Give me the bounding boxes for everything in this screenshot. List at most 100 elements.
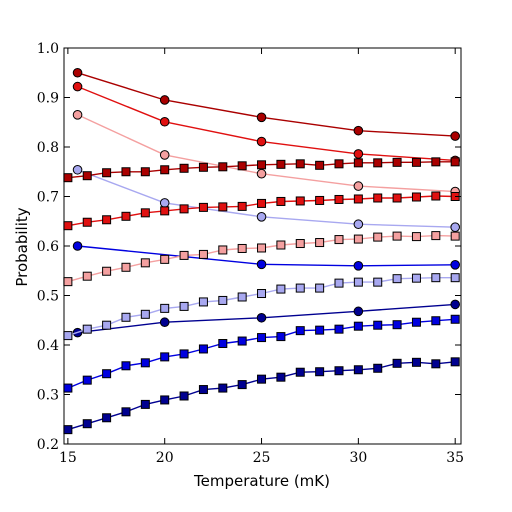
data-point: [198, 297, 208, 307]
data-point: [237, 243, 247, 253]
data-point: [295, 326, 305, 336]
y-tick-label: 0.7: [37, 190, 59, 206]
data-point: [392, 231, 402, 241]
data-point: [373, 320, 383, 330]
data-point: [256, 259, 267, 270]
data-point: [63, 277, 73, 287]
data-point: [82, 324, 92, 334]
y-tick-label: 0.3: [37, 388, 59, 404]
axes-layer: 15 20 25 30 35 0.2 0.3 0.4 0.5 0.6 0.7 0.8 0.9 1.0: [37, 41, 464, 466]
data-point: [315, 325, 325, 335]
data-point: [218, 245, 228, 255]
data-point: [257, 333, 267, 343]
data-point: [72, 110, 83, 120]
y-tick-label: 0.2: [37, 437, 59, 453]
y-tick-label: 1.0: [37, 41, 59, 57]
data-point: [179, 349, 189, 359]
data-point: [72, 81, 83, 92]
data-point: [257, 160, 267, 170]
data-point: [102, 266, 112, 276]
data-point: [257, 289, 267, 299]
data-point: [159, 317, 170, 328]
data-point: [82, 171, 92, 181]
series-11: [63, 314, 460, 393]
data-point: [218, 202, 228, 212]
data-point: [140, 258, 150, 268]
data-point: [334, 159, 344, 169]
data-point: [160, 206, 170, 216]
data-point: [256, 211, 267, 222]
data-point: [256, 312, 267, 323]
data-point: [295, 196, 305, 206]
data-point: [276, 196, 286, 206]
data-point: [431, 231, 441, 241]
data-point: [218, 295, 228, 305]
data-point: [237, 292, 247, 302]
data-point: [237, 336, 247, 346]
data-point: [257, 198, 267, 208]
data-point: [295, 159, 305, 169]
data-point: [431, 191, 441, 201]
x-tick-label: 25: [253, 450, 271, 466]
data-point: [334, 194, 344, 204]
data-point: [411, 192, 421, 202]
data-point: [63, 173, 73, 183]
data-point: [392, 193, 402, 203]
data-point: [179, 204, 189, 214]
data-point: [160, 254, 170, 264]
data-point: [218, 339, 228, 349]
y-tick-label: 0.4: [37, 338, 59, 354]
x-tick-label: 30: [349, 450, 367, 466]
x-axis-label: Temperature (mK): [193, 472, 330, 490]
x-tick-label: 20: [156, 450, 174, 466]
data-point: [102, 369, 112, 379]
series-line: [77, 245, 456, 267]
series-8: [63, 191, 460, 231]
data-point: [121, 262, 131, 272]
data-point: [121, 312, 131, 322]
data-point: [72, 241, 83, 251]
data-point: [353, 306, 364, 317]
data-point: [102, 215, 112, 225]
data-point: [373, 193, 383, 203]
data-point: [431, 273, 441, 283]
x-tick-label: 35: [446, 450, 464, 466]
data-point: [392, 274, 402, 284]
data-point: [121, 167, 131, 177]
series-5: [72, 241, 460, 271]
y-tick-label: 0.8: [37, 140, 59, 156]
data-point: [315, 367, 325, 377]
data-point: [276, 332, 286, 342]
series-1: [72, 67, 460, 141]
data-point: [121, 407, 131, 417]
series-10: [63, 273, 460, 341]
data-point: [256, 168, 267, 179]
data-point: [121, 361, 131, 371]
data-point: [276, 372, 286, 382]
data-point: [315, 195, 325, 205]
data-point: [237, 380, 247, 390]
data-point: [392, 320, 402, 330]
data-point: [450, 231, 460, 241]
data-point: [411, 317, 421, 327]
data-point: [450, 131, 460, 141]
data-point: [353, 149, 364, 159]
data-point: [276, 240, 286, 250]
data-point: [140, 399, 150, 409]
data-point: [411, 157, 421, 167]
data-point: [102, 320, 112, 330]
data-point: [198, 344, 208, 354]
data-point: [179, 391, 189, 401]
data-point: [159, 150, 170, 160]
data-point: [334, 366, 344, 376]
data-point: [411, 273, 421, 283]
data-point: [392, 157, 402, 167]
data-point: [334, 278, 344, 288]
data-point: [373, 158, 383, 168]
data-point: [198, 202, 208, 212]
data-point: [373, 277, 383, 287]
series-9: [63, 231, 460, 287]
data-point: [450, 260, 460, 270]
data-point: [72, 164, 83, 175]
